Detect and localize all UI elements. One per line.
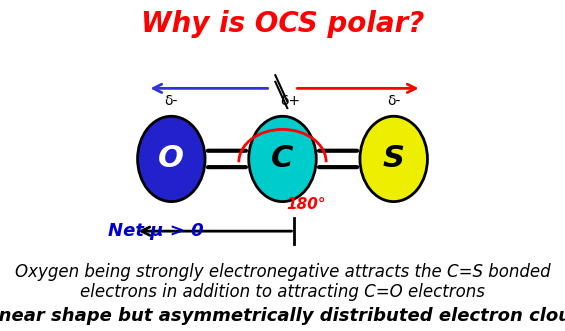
Text: Oxygen being strongly electronegative attracts the C=S bonded: Oxygen being strongly electronegative at…: [15, 263, 550, 281]
Text: Linear shape but asymmetrically distributed electron cloud: Linear shape but asymmetrically distribu…: [0, 307, 565, 325]
Text: O: O: [158, 144, 184, 173]
Text: Net μ > 0: Net μ > 0: [108, 222, 203, 240]
Text: Why is OCS polar?: Why is OCS polar?: [141, 10, 424, 38]
Ellipse shape: [249, 116, 316, 202]
Ellipse shape: [360, 116, 428, 202]
Text: electrons in addition to attracting C=O electrons: electrons in addition to attracting C=O …: [80, 283, 485, 301]
Ellipse shape: [137, 116, 205, 202]
Text: δ-: δ-: [387, 94, 401, 109]
Text: δ+: δ+: [280, 94, 301, 109]
Text: S: S: [383, 144, 405, 173]
Text: δ-: δ-: [164, 94, 178, 109]
Text: C: C: [271, 144, 294, 173]
Text: 180°: 180°: [286, 197, 326, 213]
